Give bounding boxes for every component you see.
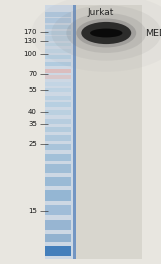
Bar: [45, 177, 71, 186]
Bar: [45, 234, 71, 242]
Text: 15: 15: [28, 208, 37, 214]
Bar: [76, 5, 142, 259]
Ellipse shape: [66, 13, 146, 53]
Bar: [45, 88, 71, 92]
Text: 100: 100: [24, 51, 37, 57]
Bar: [45, 205, 71, 215]
Bar: [45, 55, 71, 59]
Text: Jurkat: Jurkat: [87, 8, 114, 17]
Bar: [73, 5, 76, 259]
Text: 70: 70: [28, 71, 37, 77]
Text: 40: 40: [28, 109, 37, 115]
Bar: [45, 69, 71, 73]
Bar: [45, 75, 71, 79]
Bar: [45, 62, 71, 66]
Text: 170: 170: [24, 29, 37, 35]
Ellipse shape: [81, 22, 131, 44]
Bar: [45, 190, 71, 201]
Text: MED1: MED1: [145, 29, 161, 37]
Bar: [45, 18, 71, 23]
Bar: [45, 154, 71, 161]
Ellipse shape: [90, 29, 123, 37]
Bar: [45, 12, 71, 17]
Bar: [45, 102, 71, 107]
Bar: [45, 164, 71, 173]
Text: 25: 25: [28, 141, 37, 147]
Bar: [45, 43, 71, 46]
Bar: [45, 5, 76, 259]
Bar: [45, 110, 71, 115]
Bar: [45, 82, 71, 86]
Text: 35: 35: [28, 121, 37, 127]
Bar: [45, 127, 71, 132]
Bar: [45, 49, 71, 53]
Text: 130: 130: [24, 38, 37, 44]
Bar: [45, 220, 71, 230]
Ellipse shape: [51, 5, 161, 61]
Bar: [45, 25, 71, 29]
Bar: [45, 96, 71, 100]
Bar: [45, 144, 71, 150]
Bar: [45, 135, 71, 141]
Text: 55: 55: [28, 87, 37, 93]
Bar: [45, 119, 71, 124]
Bar: [45, 246, 71, 256]
Bar: [45, 36, 71, 41]
Bar: [45, 31, 71, 35]
Ellipse shape: [76, 18, 136, 48]
Ellipse shape: [31, 0, 161, 72]
